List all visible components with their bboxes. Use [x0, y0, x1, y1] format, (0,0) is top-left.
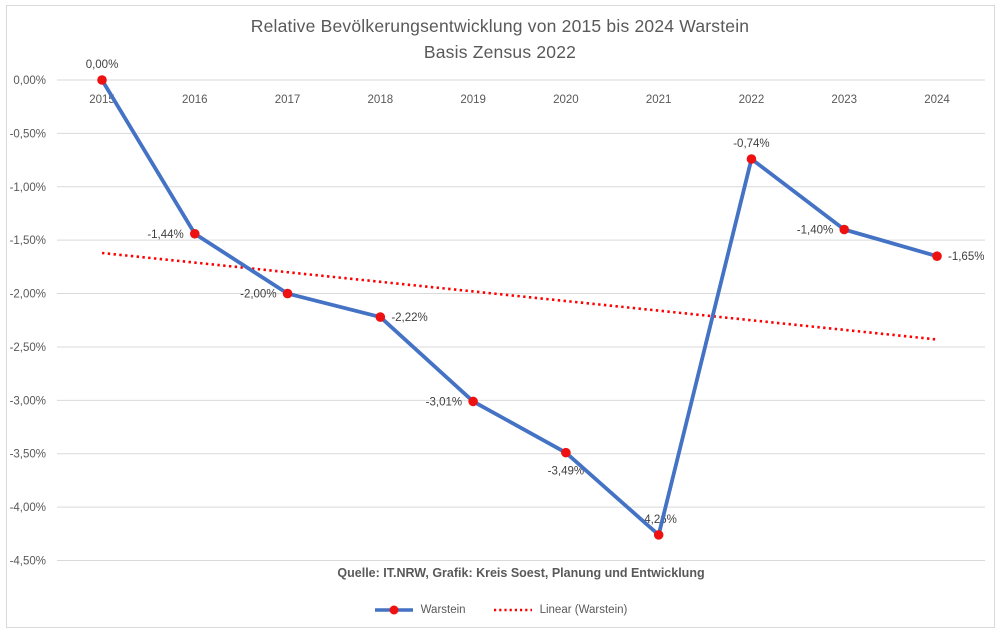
data-point-label: -3,01%	[426, 396, 462, 408]
data-point-marker	[932, 251, 942, 261]
data-point-label: -1,44%	[147, 229, 183, 241]
data-point-marker	[189, 228, 200, 239]
y-axis-tick-label: -3,00%	[10, 395, 46, 407]
y-axis-tick-label: -3,50%	[10, 449, 46, 461]
x-axis-tick-label: 2024	[924, 94, 950, 106]
y-axis-tick-label: -1,50%	[10, 235, 46, 247]
linear-trendline-swatch-icon	[493, 608, 532, 612]
source-caption: Quelle: IT.NRW, Grafik: Kreis Soest, Pla…	[337, 566, 705, 580]
data-point-marker	[97, 75, 107, 85]
data-point-marker	[282, 288, 293, 299]
y-axis-tick-label: -0,50%	[10, 128, 46, 140]
legend-label-linear-warstein: Linear (Warstein)	[539, 604, 628, 616]
y-axis-tick-label: -2,50%	[10, 342, 46, 354]
x-axis-tick-label: 2021	[646, 94, 672, 106]
chart-title: Relative Bevölkerungsentwicklung von 201…	[250, 16, 750, 36]
data-point-label: -2,22%	[391, 312, 427, 324]
data-point-label: -1,40%	[797, 224, 833, 236]
data-point-marker	[468, 396, 478, 407]
x-axis-tick-label: 2016	[182, 94, 208, 106]
y-axis-tick-label: -4,50%	[10, 556, 46, 568]
x-axis-tick-label: 2022	[739, 94, 765, 106]
x-axis-tick-label: 2017	[275, 94, 301, 106]
data-point-label: -2,00%	[240, 289, 276, 301]
x-axis-tick-label: 2020	[553, 94, 579, 106]
data-point-marker	[653, 530, 664, 540]
y-axis-tick-label: 0,00%	[13, 75, 46, 87]
data-point-label: -4,26%	[640, 514, 676, 526]
data-point-label: -0,74%	[733, 138, 769, 150]
data-point-label: -1,65%	[948, 251, 984, 263]
x-axis-tick-label: 2018	[368, 94, 394, 106]
chart-legend: Warstein Linear (Warstein)	[0, 603, 1000, 617]
legend-item-linear-warstein: Linear (Warstein)	[492, 603, 628, 617]
x-axis-tick-label: 2019	[460, 94, 486, 106]
data-point-marker	[746, 154, 757, 164]
y-axis-tick-label: -1,00%	[10, 182, 46, 194]
legend-item-warstein: Warstein	[373, 603, 466, 617]
data-point-marker	[375, 312, 386, 322]
chart-subtitle: Basis Zensus 2022	[423, 42, 577, 62]
x-axis-tick-label: 2015	[89, 94, 115, 106]
legend-label-warstein: Warstein	[420, 604, 466, 616]
data-point-marker	[561, 447, 571, 458]
y-axis-tick-label: -2,00%	[10, 289, 46, 301]
y-axis-tick-label: -4,00%	[10, 502, 46, 514]
x-axis-tick-label: 2023	[831, 94, 857, 106]
warstein-series-swatch-icon	[374, 605, 413, 615]
series-line-warstein	[100, 78, 939, 537]
data-point-label: 0,00%	[86, 59, 119, 71]
linear-trendline	[101, 251, 938, 341]
data-point-label: -3,49%	[548, 466, 584, 478]
data-point-marker	[839, 224, 850, 235]
